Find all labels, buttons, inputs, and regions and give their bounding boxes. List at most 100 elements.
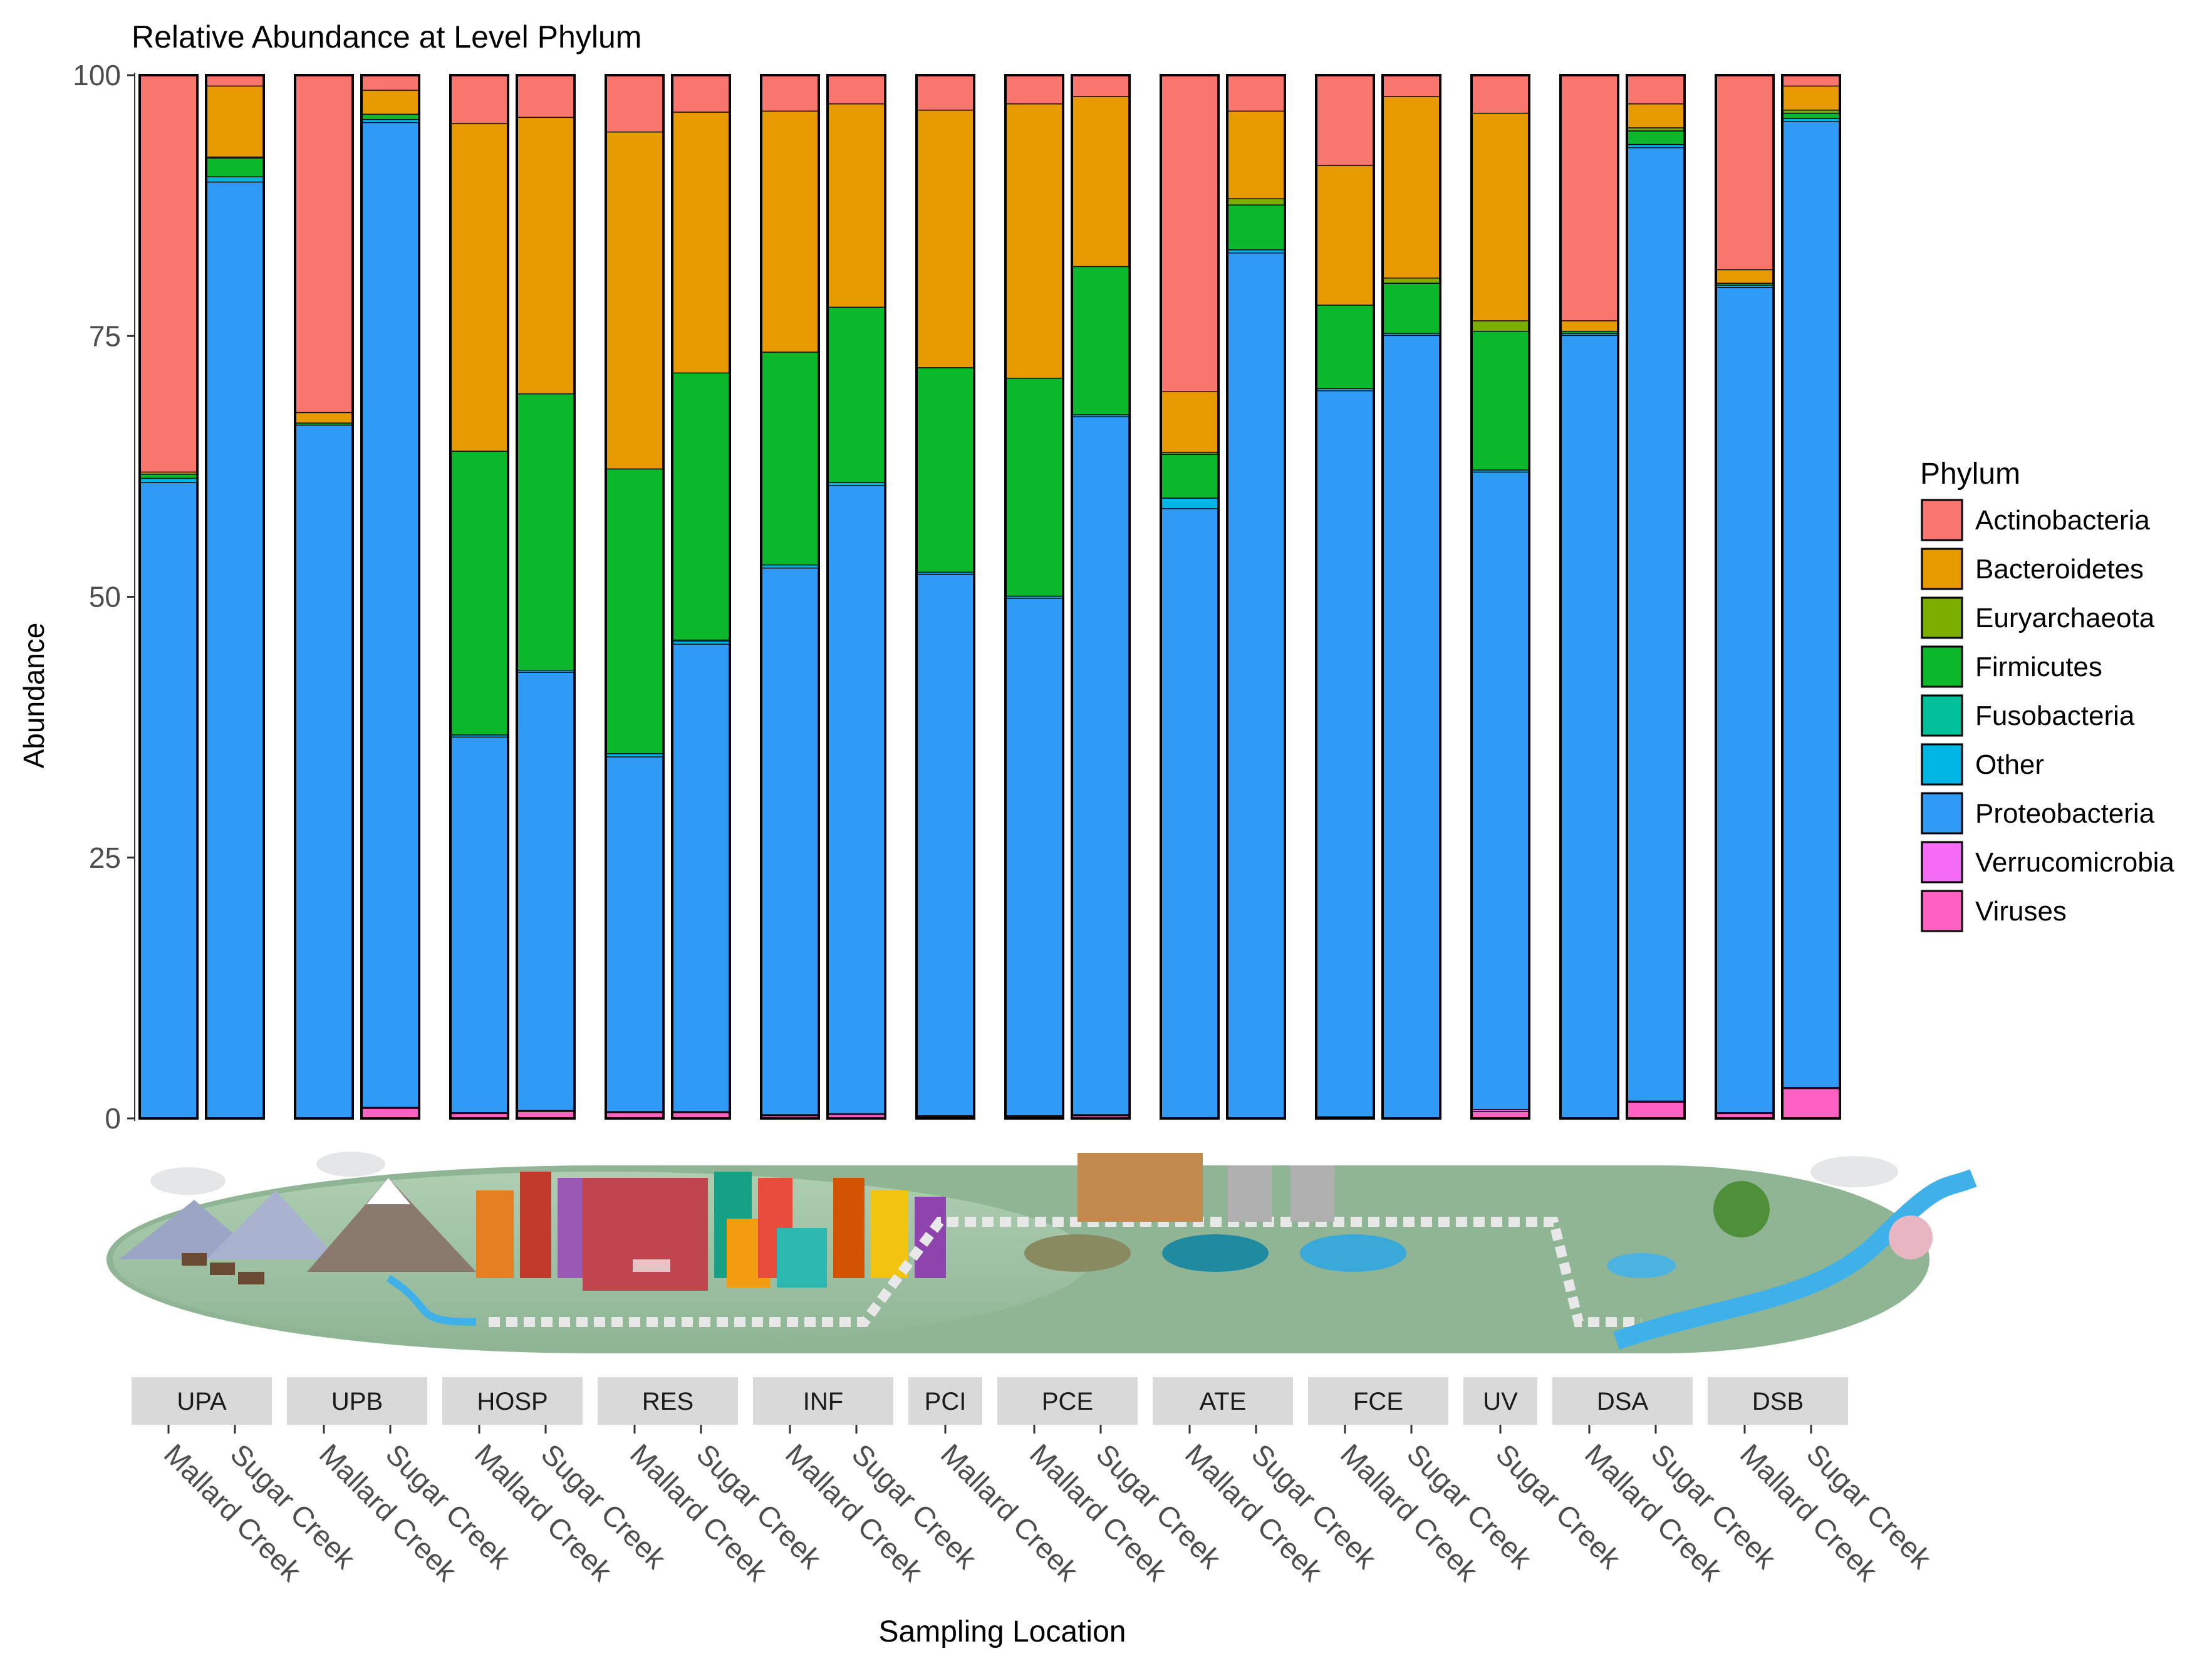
segment-other [1383,333,1440,335]
landscape-illustration [106,1152,1977,1353]
bar-outline [449,74,509,1120]
segment-proteobacteria [1560,335,1618,1118]
bar-upb-mallard-creek [294,74,354,1120]
bar-outline [1781,74,1841,1120]
bar-ate-sugar-creek [1226,74,1286,1120]
bar-dsa-mallard-creek [1559,74,1619,1120]
legend-swatch [1921,499,1963,541]
legend-label: Actinobacteria [1975,505,2150,536]
bar-ate-mallard-creek [1160,74,1220,1120]
facet-strip-pce [997,1377,1138,1425]
legend-label: Euryarchaeota [1975,603,2155,633]
legend-swatch [1921,596,1963,639]
segment-actinobacteria [450,75,508,123]
facet-strip-uv [1463,1377,1537,1425]
bar-outline [205,74,265,1120]
segment-proteobacteria [206,181,264,1119]
legend-label: Other [1975,749,2044,780]
segment-actinobacteria [361,75,419,90]
bar-inf-mallard-creek [760,74,820,1120]
segment-actinobacteria [1161,75,1218,392]
legend-label: Firmicutes [1975,652,2102,682]
segment-bacteroidetes [1560,320,1618,331]
segment-actinobacteria [295,75,353,412]
facet-strip-dsa [1552,1377,1693,1425]
segment-other [140,477,197,482]
segment-viruses [761,1115,819,1118]
legend-item-bacteroidetes: Bacteroidetes [1920,547,2144,591]
legend-swatch [1921,792,1963,835]
segment-other [517,670,574,672]
facet-strips: UPA UPB HOSP RES INF PCI PCE ATE FCE UV DSA DSB [132,1377,1848,1425]
segment-other [916,571,974,574]
segment-viruses [1627,1101,1685,1118]
legend-item-verrucomicrobia: Verrucomicrobia [1920,840,2174,884]
segment-other [1782,118,1840,122]
segment-proteobacteria [361,122,419,1107]
bar-outline [1470,74,1530,1120]
facet-label: DSB [1752,1388,1804,1415]
segment-bacteroidetes [916,109,974,368]
segment-firmicutes [517,393,574,670]
legend-item-viruses: Viruses [1920,889,2067,933]
segment-firmicutes [916,367,974,572]
segment-actinobacteria [1716,75,1773,269]
legend-item-euryarchaeota: Euryarchaeota [1920,596,2155,640]
segment-bacteroidetes [517,117,574,393]
segment-bacteroidetes [1005,103,1063,378]
segment-other [672,640,730,644]
bar-outline [294,74,354,1120]
facet-label: UV [1483,1388,1518,1415]
bar-pce-sugar-creek [1071,74,1131,1120]
facet-strip-upb [287,1377,427,1425]
segment-proteobacteria [1072,416,1129,1115]
segment-firmicutes [361,113,419,119]
facet-label: INF [803,1388,843,1415]
legend-item-fusobacteria: Fusobacteria [1920,694,2135,737]
segment-firmicutes [1627,130,1685,144]
legend-item-other: Other [1920,742,2044,786]
segment-firmicutes [672,372,730,640]
bar-dsb-sugar-creek [1781,74,1841,1120]
segment-viruses [828,1114,885,1118]
bar-outline [1381,74,1441,1120]
segment-actinobacteria [1472,75,1529,113]
segment-bacteroidetes [1316,165,1374,305]
segment-euryarchaeota [1227,198,1285,205]
legend-label: Verrucomicrobia [1975,847,2174,878]
segment-other [761,564,819,568]
bar-outline [826,74,886,1120]
segment-bacteroidetes [761,110,819,352]
segment-other [1560,333,1618,335]
segment-euryarchaeota [1627,127,1685,131]
facet-strip-dsb [1708,1377,1848,1425]
segment-euryarchaeota [1161,452,1218,454]
bars-layer [138,74,1841,1120]
segment-bacteroidetes [1383,96,1440,278]
facet-strip-inf [753,1377,893,1425]
bar-outline [138,74,199,1120]
segment-proteobacteria [1005,598,1063,1116]
segment-actinobacteria [1627,75,1685,103]
segment-firmicutes [1383,283,1440,333]
segment-bacteroidetes [1072,96,1129,266]
segment-euryarchaeota [1472,320,1529,331]
facet-label: UPA [177,1388,227,1415]
segment-firmicutes [761,351,819,565]
segment-proteobacteria [140,482,197,1118]
segment-euryarchaeota [1782,109,1840,113]
segment-firmicutes [606,468,663,754]
segment-firmicutes [1316,305,1374,388]
segment-proteobacteria [1472,471,1529,1110]
segment-proteobacteria [1161,508,1218,1118]
legend-item-actinobacteria: Actinobacteria [1920,498,2150,542]
segment-proteobacteria [295,424,353,1118]
segment-viruses [1472,1111,1529,1118]
segment-bacteroidetes [1227,110,1285,199]
segment-viruses [517,1111,574,1118]
bar-dsb-mallard-creek [1715,74,1775,1120]
segment-firmicutes [450,450,508,735]
bar-pce-mallard-creek [1004,74,1064,1120]
